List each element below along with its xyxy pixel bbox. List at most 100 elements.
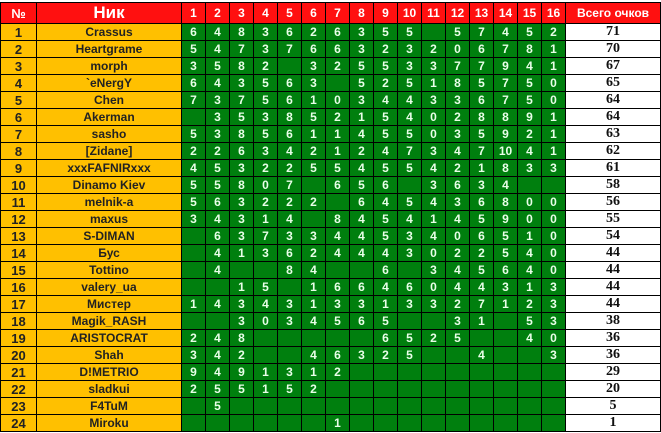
score-cell-round-13: 7 (469, 142, 494, 160)
table-row: 20 Shah 3 4 2 4 6 3 2 5 4 3 36 (0, 346, 661, 364)
score-cell-round-4: 5 (253, 125, 278, 143)
score-cell-round-15: 9 (517, 108, 542, 126)
score-cell-round-15: 4 (517, 142, 542, 160)
score-cell-round-15: 3 (517, 159, 542, 177)
score-cell-round-9: 6 (373, 329, 398, 347)
score-cell-round-13: 4 (469, 346, 494, 364)
score-cell-round-6: 1 (301, 125, 326, 143)
score-cell-round-6 (301, 397, 326, 415)
score-cell-round-11: 0 (421, 108, 446, 126)
score-cell-round-15: 8 (517, 40, 542, 58)
score-cell-round-14: 8 (493, 159, 518, 177)
score-cell-round-12: 4 (445, 210, 470, 228)
score-cell-round-10: 5 (397, 23, 422, 41)
score-cell-round-15: 5 (517, 74, 542, 92)
nick-cell: `eNergY (36, 74, 182, 92)
score-cell-round-11: 4 (421, 193, 446, 211)
table-row: 17 Мистер 1 4 3 4 3 1 3 3 1 3 3 2 7 1 2 3 44 (0, 295, 661, 313)
score-cell-round-3: 7 (229, 91, 254, 109)
table-row: 24 Miroku 1 1 (0, 414, 661, 432)
score-cell-round-5: 7 (277, 40, 302, 58)
score-cell-round-3: 1 (229, 278, 254, 296)
score-cell-round-13 (469, 397, 494, 415)
score-cell-round-7: 1 (325, 414, 350, 432)
table-row: 6 Akerman 3 5 3 8 5 2 1 5 4 0 2 8 8 9 1 64 (0, 108, 661, 126)
score-cell-round-7: 0 (325, 91, 350, 109)
score-cell-round-5: 4 (277, 142, 302, 160)
score-cell-round-11 (421, 397, 446, 415)
score-cell-round-12: 2 (445, 295, 470, 313)
score-cell-round-5 (277, 329, 302, 347)
total-cell: 54 (565, 227, 661, 245)
score-cell-round-3: 5 (229, 108, 254, 126)
table-row: 12 maxus 3 4 3 1 4 8 4 5 4 1 4 5 9 0 0 55 (0, 210, 661, 228)
score-cell-round-5 (277, 278, 302, 296)
score-cell-round-2: 3 (205, 125, 230, 143)
nick-cell: ARISTOCRAT (36, 329, 182, 347)
score-cell-round-16: 0 (541, 91, 566, 109)
score-cell-round-4: 5 (253, 74, 278, 92)
score-cell-round-2: 5 (205, 159, 230, 177)
score-cell-round-11 (421, 363, 446, 381)
total-cell: 20 (565, 380, 661, 398)
score-cell-round-6 (301, 329, 326, 347)
score-cell-round-5: 6 (277, 91, 302, 109)
score-cell-round-13: 6 (469, 227, 494, 245)
position-cell: 3 (0, 57, 37, 75)
score-cell-round-11 (421, 23, 446, 41)
nick-cell: [Zidane] (36, 142, 182, 160)
score-cell-round-11: 2 (421, 329, 446, 347)
score-cell-round-13: 1 (469, 159, 494, 177)
score-cell-round-3: 3 (229, 193, 254, 211)
score-cell-round-12 (445, 397, 470, 415)
score-cell-round-12: 5 (445, 23, 470, 41)
nick-cell: Dinamo Kiev (36, 176, 182, 194)
score-cell-round-11: 0 (421, 125, 446, 143)
table-row: 4 `eNergY 6 4 3 5 6 3 5 2 5 1 8 5 7 5 0 65 (0, 74, 661, 92)
score-cell-round-1: 5 (181, 40, 206, 58)
score-cell-round-14: 7 (493, 74, 518, 92)
score-cell-round-9: 4 (373, 278, 398, 296)
score-cell-round-7: 5 (325, 312, 350, 330)
score-cell-round-6: 2 (301, 142, 326, 160)
score-cell-round-7: 8 (325, 210, 350, 228)
nick-cell: D!METRIO (36, 363, 182, 381)
score-cell-round-7: 5 (325, 159, 350, 177)
score-cell-round-7: 3 (325, 295, 350, 313)
score-cell-round-1: 3 (181, 210, 206, 228)
header-row: № Ник 1 2 3 4 5 6 7 8 9 10 11 12 13 14 15 16 Всего очков (0, 2, 661, 24)
score-cell-round-16: 3 (541, 346, 566, 364)
score-cell-round-6: 4 (301, 346, 326, 364)
total-cell: 62 (565, 142, 661, 160)
total-cell: 64 (565, 91, 661, 109)
score-cell-round-15: 0 (517, 210, 542, 228)
score-cell-round-11: 3 (421, 91, 446, 109)
score-cell-round-12: 3 (445, 91, 470, 109)
total-cell: 64 (565, 108, 661, 126)
score-cell-round-4: 3 (253, 142, 278, 160)
score-cell-round-7: 2 (325, 108, 350, 126)
nick-cell: morph (36, 57, 182, 75)
score-cell-round-6: 1 (301, 295, 326, 313)
score-cell-round-10: 4 (397, 210, 422, 228)
total-cell: 61 (565, 159, 661, 177)
score-cell-round-7 (325, 380, 350, 398)
header-round-3: 3 (229, 2, 254, 24)
position-cell: 24 (0, 414, 37, 432)
score-cell-round-1: 6 (181, 23, 206, 41)
position-cell: 22 (0, 380, 37, 398)
score-cell-round-14: 3 (493, 278, 518, 296)
score-cell-round-11 (421, 380, 446, 398)
header-round-10: 10 (397, 2, 422, 24)
score-cell-round-9: 5 (373, 23, 398, 41)
score-cell-round-5 (277, 414, 302, 432)
score-cell-round-2: 4 (205, 346, 230, 364)
score-cell-round-9: 4 (373, 91, 398, 109)
score-cell-round-9: 4 (373, 244, 398, 262)
total-cell: 36 (565, 329, 661, 347)
score-cell-round-4: 0 (253, 312, 278, 330)
score-cell-round-7: 6 (325, 176, 350, 194)
score-cell-round-6 (301, 210, 326, 228)
score-cell-round-16 (541, 397, 566, 415)
score-cell-round-9: 5 (373, 210, 398, 228)
